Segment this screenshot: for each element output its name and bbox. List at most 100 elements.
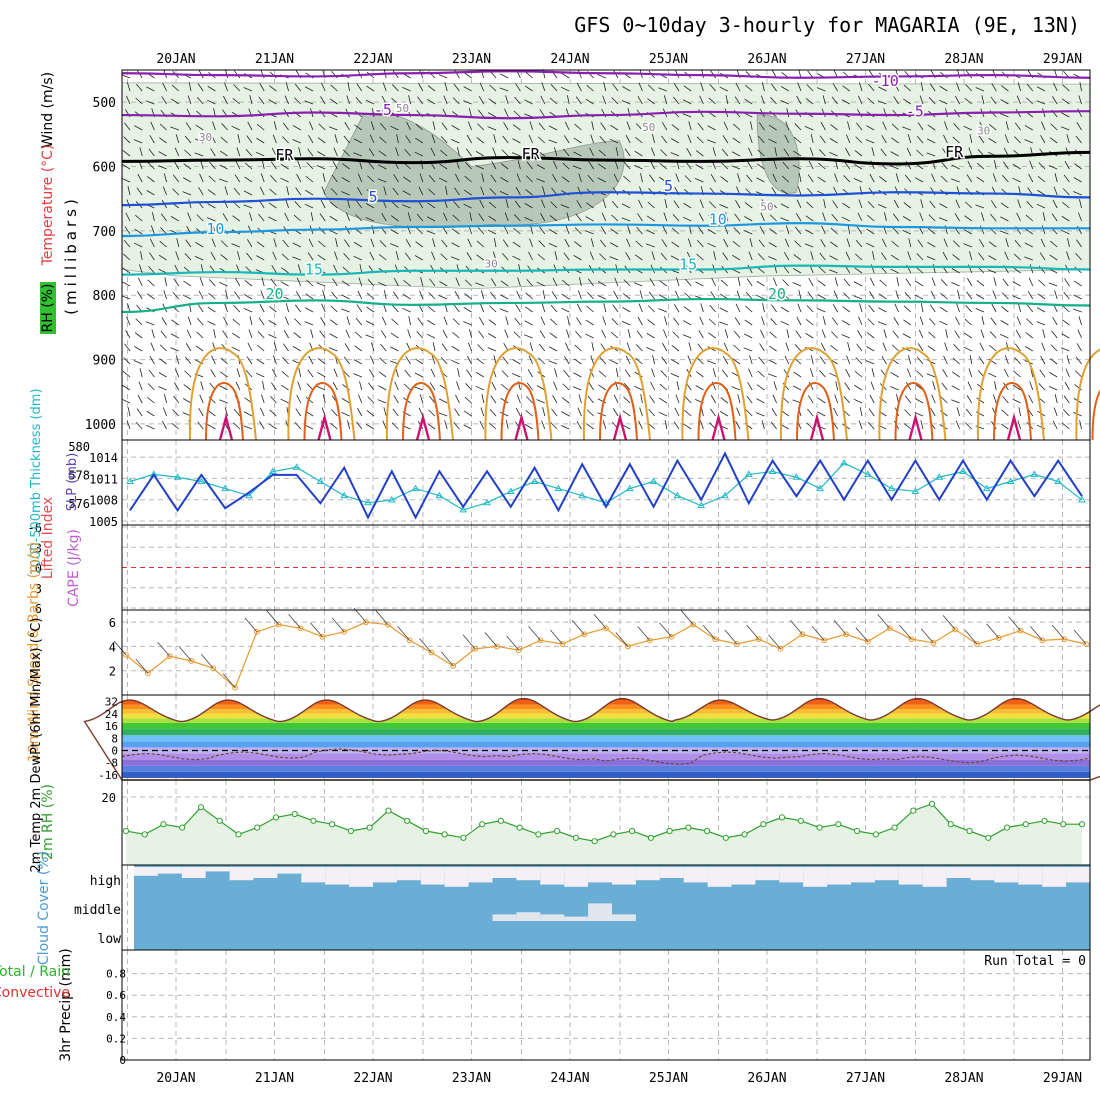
wind-barb [711,277,716,287]
wind-barb [488,319,497,326]
wind-barb [1038,383,1046,391]
wind-barb [866,125,875,131]
cloud-high-clear [205,867,230,872]
wind-barb [748,147,753,157]
thickness-point [863,470,872,477]
wind-barb [663,329,668,339]
wind-barb [171,98,180,105]
wind-barb [304,321,314,326]
wind-barb [866,346,875,352]
wind-barb [1016,95,1021,105]
wind-barb [367,175,375,183]
wind-barb [756,398,765,404]
wind-barb [758,356,765,365]
wind-barb [538,357,546,365]
wind-barb [451,345,460,352]
wind-barb [708,215,716,222]
wind-barb [780,306,790,313]
wind-barb [310,329,314,339]
wind-barb [549,97,558,105]
wind-barb [697,226,704,235]
wind-barb [1014,357,1021,365]
wind-speed-point [734,641,740,647]
wind-barb [551,291,558,300]
wind-barb [207,203,216,209]
wind-barb [185,239,192,248]
wind-barb [493,238,497,248]
wind-barb [320,317,326,326]
wind-barb [649,278,655,287]
wind-barb [196,214,204,222]
wind-barb [294,83,302,92]
wind-barb [806,305,814,313]
wind-barb [121,74,131,79]
wind-barb [288,613,301,629]
wind-barb [1074,370,1082,378]
wind-barb [1073,280,1082,287]
wind-speed-point [166,653,173,660]
wind-barb [197,421,204,430]
wind-barb [489,188,497,196]
wind-barb [832,83,838,92]
wind-barb [475,164,484,170]
wind-barb [1075,356,1082,365]
wind-barb [707,360,716,365]
wind-barb [176,238,180,248]
wind-barb [796,95,802,105]
wind-barb [929,200,936,209]
wind-barb [369,251,375,261]
wind-barb [467,121,472,131]
wind-barb [965,422,973,430]
wind-barb [626,342,631,352]
wind-barb [771,304,777,313]
wind-barb [255,372,265,378]
wind-barb [174,368,180,378]
wind-barb [333,368,338,378]
wind-speed-point [603,625,609,632]
wind-barb [613,394,619,404]
wind-barb [477,123,485,131]
precip-label-total: Total / Rain [0,964,70,980]
wind-barb [892,330,899,339]
wind-barb [846,355,851,365]
isotherm-30 [402,382,441,441]
wind-barb [613,290,619,300]
wind-barb [488,98,497,105]
wind-barb [488,215,497,222]
wind-barb [966,291,973,300]
wind-barb [907,355,912,365]
wind-barb [708,332,716,339]
cloud-high-clear [229,867,254,881]
wind-barb [122,267,131,274]
wind-barb [713,251,716,261]
wind-barb [1037,189,1046,196]
wind-barb [993,277,997,287]
wind-barb [476,254,485,261]
wind-barb [259,83,265,92]
wind-barb [416,331,424,339]
wind-barb [964,98,973,105]
wind-barb [615,368,619,378]
wind-barb [587,174,594,183]
wind-barb [282,357,289,365]
wind-barb [140,251,143,261]
wind-barb [1062,422,1070,430]
wind-barb [609,359,619,365]
isotherm-35 [1006,412,1022,441]
wind-barb [538,343,546,352]
wind-barb [566,212,570,222]
wind-barb [1075,253,1082,261]
wind-barb [200,381,204,391]
wind-barb [722,356,729,365]
wind-barb [512,241,521,248]
wind-barb [135,214,143,222]
thickness-line [129,462,1083,511]
wind-barb [795,213,802,222]
wind-barb [417,96,424,105]
wind-barb [577,407,582,417]
wind-barb [969,134,973,144]
wind-barb [1025,214,1034,222]
wind-barb [1061,333,1070,339]
wind-barb [856,343,863,352]
wind-barb [625,252,631,261]
